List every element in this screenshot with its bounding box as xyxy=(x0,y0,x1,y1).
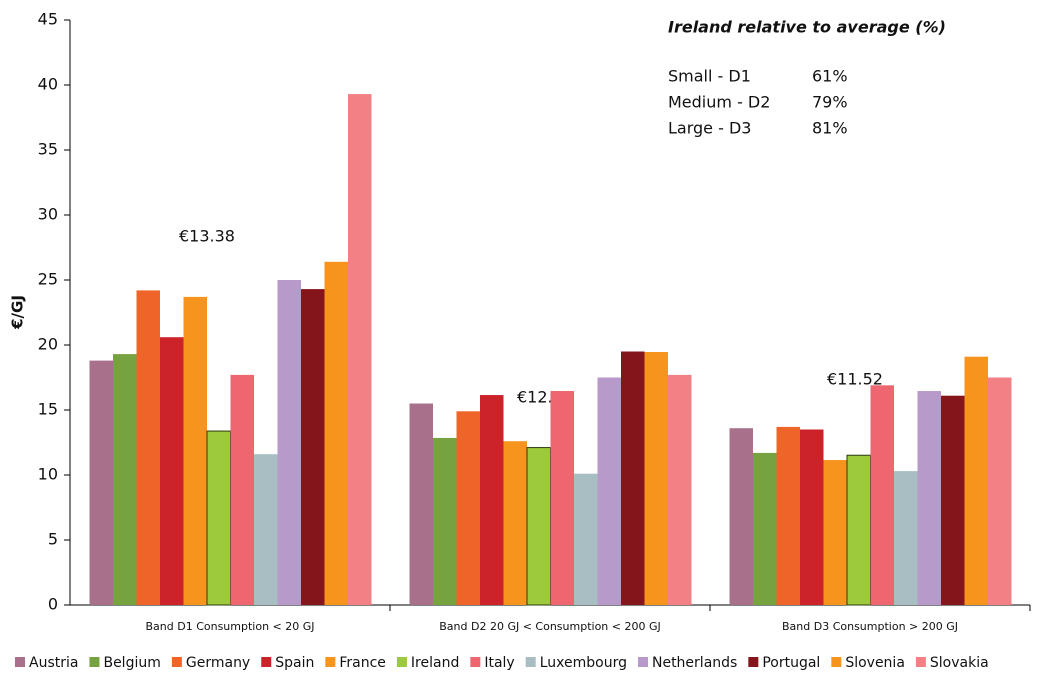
legend-label: Belgium xyxy=(103,655,160,671)
bar xyxy=(574,473,598,605)
legend-label: Germany xyxy=(186,655,250,671)
legend-label: Spain xyxy=(275,655,314,671)
bar xyxy=(277,280,301,605)
legend-swatch xyxy=(396,657,407,667)
bar xyxy=(894,471,918,605)
legend-label: Ireland xyxy=(411,655,459,671)
data-label: €13.38 xyxy=(179,227,235,246)
bar xyxy=(550,391,574,605)
bar xyxy=(776,426,800,605)
y-tick-label: 20 xyxy=(38,335,58,354)
bar xyxy=(526,447,551,606)
y-tick-label: 0 xyxy=(48,595,58,614)
bar xyxy=(753,452,777,605)
x-tick-label: Band D3 Consumption > 200 GJ xyxy=(782,620,958,633)
bar xyxy=(964,356,988,605)
legend-swatch xyxy=(15,657,25,667)
bar xyxy=(301,289,325,605)
y-tick-label: 25 xyxy=(38,270,58,289)
bar xyxy=(503,441,527,605)
bar xyxy=(348,94,372,605)
legend-swatch xyxy=(261,657,272,667)
legend-label: Austria xyxy=(29,655,78,671)
legend-swatch xyxy=(915,657,926,667)
bar xyxy=(206,430,231,606)
legend-swatch xyxy=(171,657,182,667)
legend-label: Italy xyxy=(484,655,514,671)
legend-label: Netherlands xyxy=(652,655,737,671)
inset-label: Small - D1 xyxy=(668,67,751,86)
bar xyxy=(160,337,184,605)
bar xyxy=(230,374,254,605)
legend-swatch xyxy=(470,657,481,667)
bar xyxy=(644,352,668,605)
legend-swatch xyxy=(325,657,336,667)
legend-swatch xyxy=(89,657,100,667)
legend-swatch xyxy=(525,657,536,667)
bar xyxy=(917,391,941,605)
bar xyxy=(597,377,621,605)
y-tick-label: 10 xyxy=(38,465,58,484)
legend-swatch xyxy=(637,657,648,667)
x-tick-label: Band D1 Consumption < 20 GJ xyxy=(145,620,314,633)
legend-label: France xyxy=(339,655,386,671)
y-axis-label: €/GJ xyxy=(9,295,27,330)
bar xyxy=(870,385,894,605)
legend-swatch xyxy=(748,657,759,667)
bar xyxy=(668,374,692,605)
y-tick-label: 45 xyxy=(38,10,58,29)
y-tick-label: 40 xyxy=(38,75,58,94)
bar xyxy=(988,377,1012,605)
inset-value: 81% xyxy=(812,119,848,138)
bar xyxy=(823,460,847,605)
inset-label: Medium - D2 xyxy=(668,93,770,112)
bar xyxy=(729,428,753,605)
y-tick-label: 35 xyxy=(38,140,58,159)
legend-label: Slovenia xyxy=(845,655,905,671)
bar xyxy=(136,290,160,605)
bar xyxy=(113,354,137,605)
legend-label: Slovakia xyxy=(930,655,989,671)
inset-label: Large - D3 xyxy=(668,119,751,138)
bar xyxy=(183,296,207,605)
y-tick-label: 15 xyxy=(38,400,58,419)
legend-label: Portugal xyxy=(762,655,820,671)
bar xyxy=(324,261,348,605)
x-tick-label: Band D2 20 GJ < Consumption < 200 GJ xyxy=(439,620,661,633)
inset-value: 79% xyxy=(812,93,848,112)
bar xyxy=(89,360,113,605)
bar xyxy=(800,429,824,605)
bar xyxy=(621,351,645,605)
inset-value: 61% xyxy=(812,67,848,86)
bar xyxy=(456,411,480,605)
bar xyxy=(433,437,457,605)
bar xyxy=(409,403,433,605)
legend-swatch xyxy=(831,657,842,667)
data-label: €11.52 xyxy=(827,370,883,389)
bar xyxy=(941,395,965,605)
inset-title: Ireland relative to average (%) xyxy=(668,18,946,37)
bar xyxy=(480,395,504,605)
bar xyxy=(846,454,871,606)
legend-label: Luxembourg xyxy=(540,655,627,671)
bar xyxy=(254,454,278,605)
y-tick-label: 30 xyxy=(38,205,58,224)
y-tick-label: 5 xyxy=(48,530,58,549)
